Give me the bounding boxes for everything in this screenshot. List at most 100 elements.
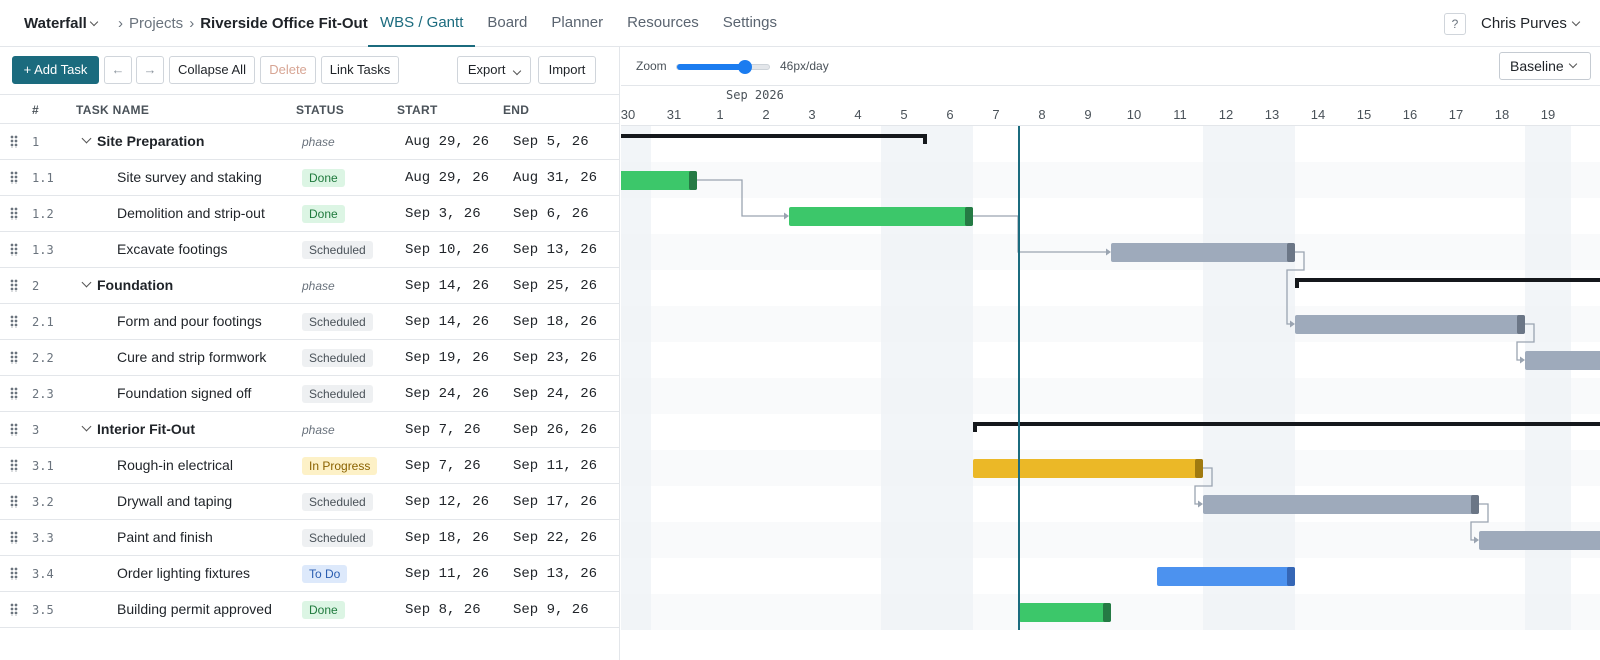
task-name[interactable]: Interior Fit-Out (97, 421, 195, 437)
task-name[interactable]: Site Preparation (97, 133, 205, 149)
tab-planner[interactable]: Planner (551, 14, 604, 31)
task-name[interactable]: Foundation (97, 277, 174, 293)
end-date[interactable]: Sep 13, 26 (513, 566, 598, 582)
task-name[interactable]: Form and pour footings (117, 313, 262, 329)
start-date[interactable]: Sep 14, 26 (405, 314, 490, 330)
task-name[interactable]: Demolition and strip-out (117, 205, 265, 221)
drag-handle-icon[interactable] (10, 135, 18, 148)
table-row[interactable]: 1.2 Demolition and strip-out Done Sep 3, 26… (0, 196, 620, 232)
drag-handle-icon[interactable] (10, 279, 18, 292)
drag-handle-icon[interactable] (10, 423, 18, 436)
workspace-switcher[interactable]: Waterfall (24, 15, 99, 32)
link-tasks-button[interactable]: Link Tasks (321, 56, 399, 84)
start-date[interactable]: Aug 29, 26 (405, 170, 490, 186)
table-row[interactable]: 3.4 Order lighting fixtures To Do Sep 11, 2… (0, 556, 620, 592)
end-date[interactable]: Aug 31, 26 (513, 170, 598, 186)
end-date[interactable]: Sep 23, 26 (513, 350, 598, 366)
task-name[interactable]: Building permit approved (117, 601, 272, 617)
table-row[interactable]: 1 Site Preparation phase Aug 29, 26 Sep 5, 2… (0, 124, 620, 160)
start-date[interactable]: Sep 18, 26 (405, 530, 490, 546)
tab-wbs-gantt[interactable]: WBS / Gantt (368, 0, 476, 47)
task-name[interactable]: Cure and strip formwork (117, 349, 267, 365)
end-date[interactable]: Sep 22, 26 (513, 530, 598, 546)
start-date[interactable]: Sep 11, 26 (405, 566, 490, 582)
start-date[interactable]: Sep 3, 26 (405, 206, 481, 222)
delete-button[interactable]: Delete (260, 56, 316, 84)
add-task-button[interactable]: + Add Task (12, 56, 99, 84)
chevron-down-icon[interactable] (81, 421, 92, 432)
end-date[interactable]: Sep 26, 26 (513, 422, 598, 438)
task-name[interactable]: Drywall and taping (117, 493, 233, 509)
import-button[interactable]: Import (538, 56, 596, 84)
end-date[interactable]: Sep 24, 26 (513, 386, 598, 402)
help-button[interactable]: ? (1444, 13, 1466, 35)
indent-button[interactable]: → (136, 56, 164, 84)
drag-handle-icon[interactable] (10, 531, 18, 544)
end-date[interactable]: Sep 6, 26 (513, 206, 589, 222)
drag-handle-icon[interactable] (10, 207, 18, 220)
drag-handle-icon[interactable] (10, 387, 18, 400)
chevron-down-icon[interactable] (81, 133, 92, 144)
gantt-chart (621, 126, 1600, 630)
drag-handle-icon[interactable] (10, 171, 18, 184)
end-date[interactable]: Sep 5, 26 (513, 134, 589, 150)
drag-handle-icon[interactable] (10, 603, 18, 616)
drag-handle-icon[interactable] (10, 567, 18, 580)
breadcrumb-projects[interactable]: Projects (129, 15, 184, 32)
start-date[interactable]: Sep 19, 26 (405, 350, 490, 366)
table-row[interactable]: 1.3 Excavate footings Scheduled Sep 10, 26 S… (0, 232, 620, 268)
end-date[interactable]: Sep 25, 26 (513, 278, 598, 294)
table-row[interactable]: 2.1 Form and pour footings Scheduled Sep 14… (0, 304, 620, 340)
tab-board[interactable]: Board (487, 14, 528, 31)
task-bar (1019, 603, 1111, 622)
zoom-slider[interactable] (676, 60, 770, 74)
drag-handle-icon[interactable] (10, 315, 18, 328)
table-row[interactable]: 3 Interior Fit-Out phase Sep 7, 26 Sep 26, 2… (0, 412, 620, 448)
tab-settings[interactable]: Settings (722, 14, 777, 31)
start-date[interactable]: Aug 29, 26 (405, 134, 490, 150)
task-name[interactable]: Foundation signed off (117, 385, 252, 401)
drag-handle-icon[interactable] (10, 459, 18, 472)
drag-handle-icon[interactable] (10, 243, 18, 256)
task-name[interactable]: Site survey and staking (117, 169, 262, 185)
baseline-dropdown[interactable]: Baseline (1499, 52, 1591, 80)
column-header-start[interactable]: START (397, 103, 438, 117)
end-date[interactable]: Sep 17, 26 (513, 494, 598, 510)
start-date[interactable]: Sep 12, 26 (405, 494, 490, 510)
start-date[interactable]: Sep 24, 26 (405, 386, 490, 402)
table-row[interactable]: 2 Foundation phase Sep 14, 26 Sep 25, 26 (0, 268, 620, 304)
table-row[interactable]: 3.1 Rough-in electrical In Progress Sep 7, … (0, 448, 620, 484)
end-date[interactable]: Sep 11, 26 (513, 458, 598, 474)
table-row[interactable]: 3.5 Building permit approved Done Sep 8, 26… (0, 592, 620, 628)
table-row[interactable]: 1.1 Site survey and staking Done Aug 29, 26… (0, 160, 620, 196)
export-button[interactable]: Export (457, 56, 531, 84)
end-date[interactable]: Sep 18, 26 (513, 314, 598, 330)
collapse-all-button[interactable]: Collapse All (169, 56, 255, 84)
day-label: 19 (1540, 107, 1556, 122)
start-date[interactable]: Sep 8, 26 (405, 602, 481, 618)
table-row[interactable]: 2.2 Cure and strip formwork Scheduled Sep 1… (0, 340, 620, 376)
start-date[interactable]: Sep 7, 26 (405, 422, 481, 438)
column-header-status[interactable]: STATUS (296, 103, 345, 117)
table-row[interactable]: 3.2 Drywall and taping Scheduled Sep 12, 26… (0, 484, 620, 520)
outdent-button[interactable]: ← (104, 56, 132, 84)
zoom-slider-thumb[interactable] (737, 60, 752, 74)
task-name[interactable]: Excavate footings (117, 241, 228, 257)
start-date[interactable]: Sep 7, 26 (405, 458, 481, 474)
task-name[interactable]: Paint and finish (117, 529, 213, 545)
start-date[interactable]: Sep 14, 26 (405, 278, 490, 294)
table-row[interactable]: 2.3 Foundation signed off Scheduled Sep 24,… (0, 376, 620, 412)
column-header-task-name[interactable]: TASK NAME (76, 103, 150, 117)
chevron-down-icon[interactable] (81, 277, 92, 288)
end-date[interactable]: Sep 9, 26 (513, 602, 589, 618)
start-date[interactable]: Sep 10, 26 (405, 242, 490, 258)
user-menu[interactable]: Chris Purves (1481, 15, 1581, 32)
column-header-end[interactable]: END (503, 103, 530, 117)
drag-handle-icon[interactable] (10, 351, 18, 364)
task-name[interactable]: Rough-in electrical (117, 457, 233, 473)
table-row[interactable]: 3.3 Paint and finish Scheduled Sep 18, 26 Se… (0, 520, 620, 556)
task-name[interactable]: Order lighting fixtures (117, 565, 251, 581)
tab-resources[interactable]: Resources (627, 14, 699, 31)
drag-handle-icon[interactable] (10, 495, 18, 508)
end-date[interactable]: Sep 13, 26 (513, 242, 598, 258)
